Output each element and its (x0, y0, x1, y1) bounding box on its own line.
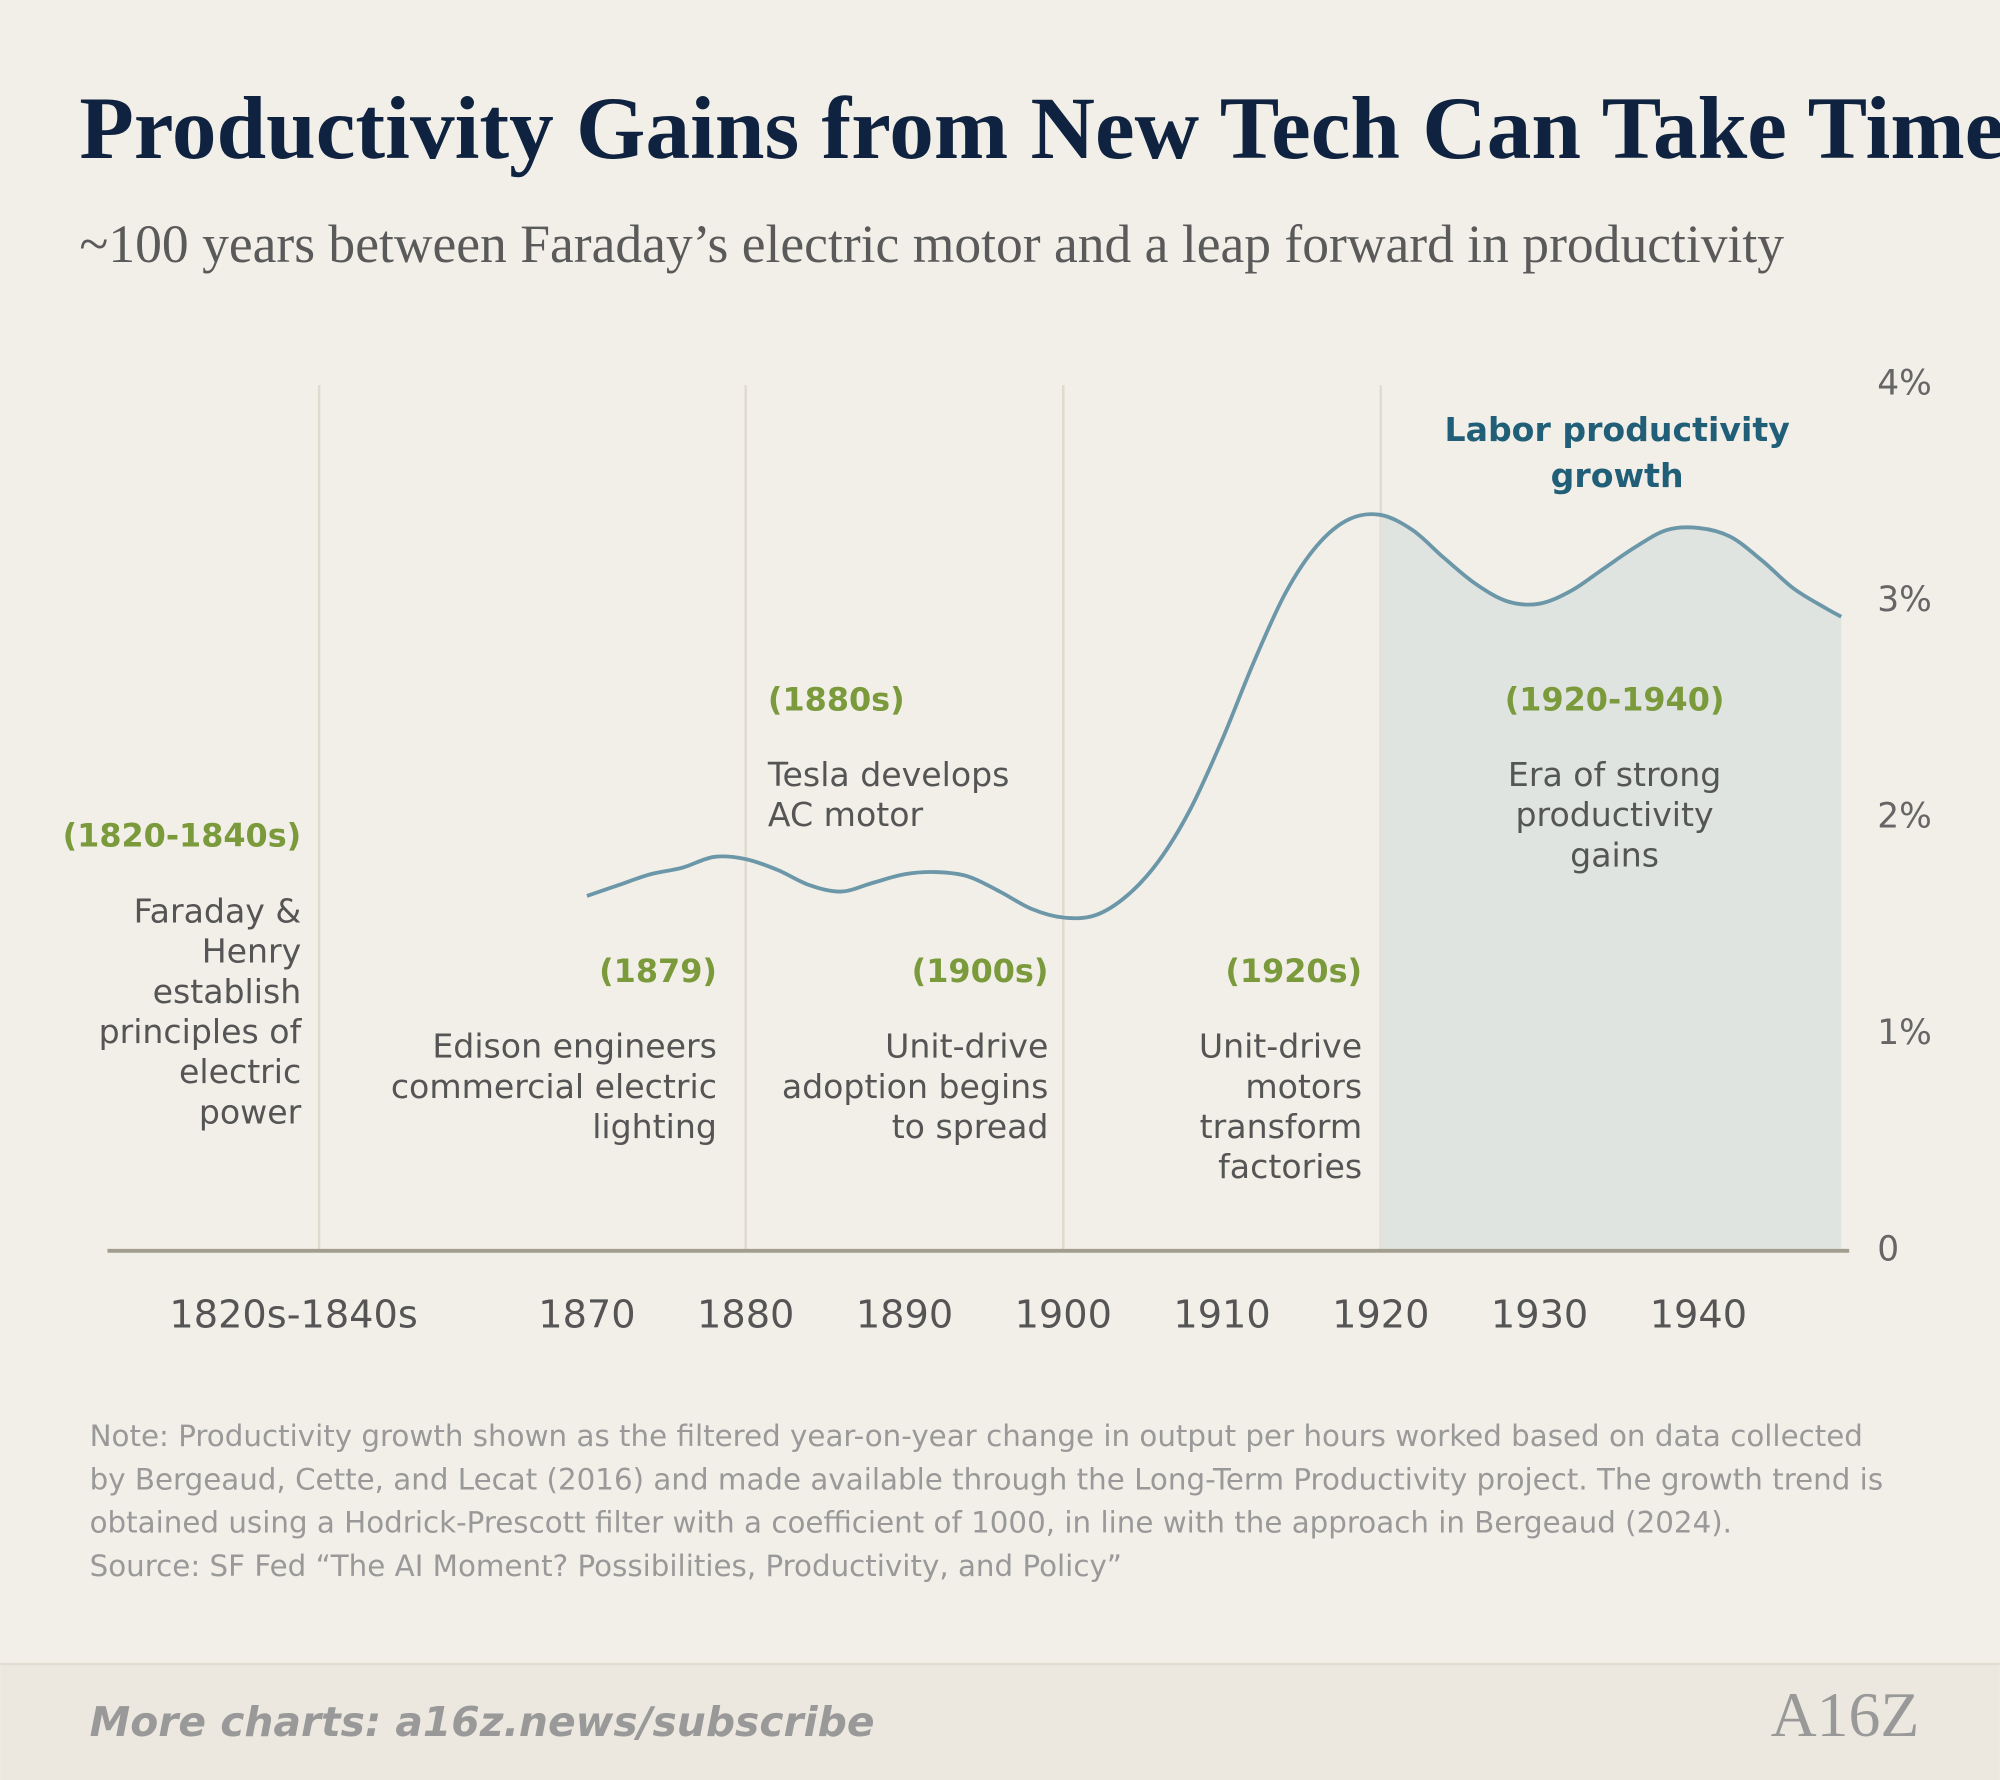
annotation-period: (1920-1940) (1505, 680, 1725, 718)
y-tick-label: 1% (1877, 1013, 1932, 1053)
annotation-text: Unit-drive (885, 1027, 1048, 1066)
x-tick-label: 1890 (856, 1293, 953, 1338)
annotation-text: establish (153, 972, 302, 1011)
annotation-period: (1820-1840s) (63, 817, 302, 855)
annotation-text: Henry (202, 932, 302, 971)
annotation-period: (1879) (599, 952, 717, 990)
source: Source: SF Fed “The AI Moment? Possibili… (89, 1550, 1123, 1584)
annotation-text: motors (1245, 1067, 1362, 1106)
x-era-label: 1820s-1840s (169, 1293, 417, 1338)
annotation-text: productivity (1516, 795, 1714, 834)
notes-block: Note: Productivity growth shown as the f… (90, 1415, 1901, 1588)
annotation-text: Tesla develops (767, 755, 1010, 794)
legend-label: Labor productivity growth (1444, 411, 1790, 497)
annotation-text: factories (1218, 1147, 1362, 1186)
x-tick-label: 1920 (1332, 1293, 1429, 1338)
y-tick-label: 3% (1877, 580, 1932, 620)
shaded-area (1380, 514, 1842, 1251)
y-tick-label: 4% (1877, 364, 1932, 404)
x-tick-label: 1880 (697, 1293, 794, 1338)
annotation-period: (1900s) (912, 952, 1049, 990)
logo: A16Z (1771, 1679, 1920, 1750)
annotation-period: (1920s) (1225, 952, 1362, 990)
annotation-text: Era of strong (1508, 755, 1721, 794)
notes: Note: Productivity growth shown as the f… (90, 1415, 1901, 1588)
chart-subtitle: ~100 years between Faraday’s electric mo… (79, 214, 1784, 274)
annotation-text: electric (179, 1052, 301, 1091)
annotation-text: Faraday & (134, 891, 302, 930)
annotation-text: Edison engineers (432, 1027, 717, 1066)
y-tick-label: 0 (1877, 1229, 1899, 1269)
x-tick-label: 1910 (1173, 1293, 1270, 1338)
annotation-text: Unit-drive (1199, 1027, 1362, 1066)
series-line (586, 512, 1843, 921)
annotation-text: commercial electric (391, 1067, 717, 1106)
x-tick-label: 1870 (538, 1293, 635, 1338)
annotation-text: power (199, 1092, 302, 1131)
annotation-period: (1880s) (768, 680, 905, 718)
y-tick-label: 2% (1877, 796, 1932, 836)
annotation-text: lighting (592, 1107, 717, 1146)
chart-title: Productivity Gains from New Tech Can Tak… (79, 79, 2000, 178)
annotation-text: principles of (99, 1012, 303, 1051)
note: Note: Productivity growth shown as the f… (89, 1420, 1884, 1541)
annotation-text: gains (1570, 835, 1659, 874)
annotation-text: AC motor (768, 795, 924, 834)
annotation-text: adoption begins (782, 1067, 1049, 1106)
x-tick-label: 1930 (1491, 1293, 1588, 1338)
footer-link: More charts: a16z.news/subscribe (90, 1698, 875, 1746)
x-tick-label: 1940 (1650, 1293, 1747, 1338)
legend: Labor productivity growth (1444, 411, 1790, 497)
footer-band (0, 1663, 2000, 1780)
annotation-text: to spread (892, 1107, 1049, 1146)
annotation-text: transform (1200, 1107, 1362, 1146)
x-tick-label: 1900 (1015, 1293, 1112, 1338)
